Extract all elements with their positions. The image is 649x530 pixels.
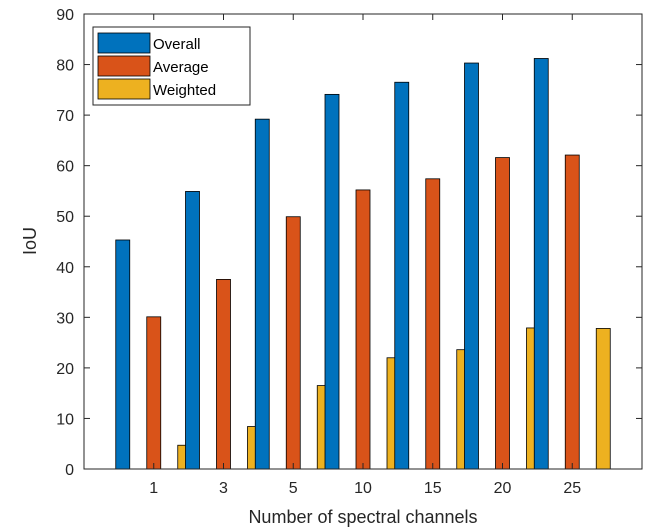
bar-average-25	[564, 154, 580, 470]
bar-overall-1	[115, 239, 131, 470]
y-axis-title: IoU	[20, 227, 40, 255]
y-tick-label: 90	[56, 7, 74, 24]
x-tick-label: 20	[494, 480, 512, 497]
legend-swatch-overall	[97, 32, 151, 54]
legend-label-overall: Overall	[153, 36, 201, 53]
y-tick-label: 30	[56, 310, 74, 327]
legend-swatch-average	[97, 55, 151, 77]
y-tick-label: 40	[56, 260, 74, 277]
bar-average-1	[146, 316, 162, 470]
x-tick-label: 15	[424, 480, 442, 497]
bar-average-10	[355, 189, 371, 470]
bar-average-20	[495, 157, 510, 470]
bar-average-3	[216, 279, 231, 470]
y-tick-label: 70	[56, 108, 74, 125]
x-tick-label: 10	[354, 480, 372, 497]
bar-average-15	[425, 178, 441, 470]
bar-average-5	[285, 216, 301, 470]
y-tick-label: 60	[56, 159, 74, 176]
bar-overall-3	[185, 191, 200, 470]
bar-overall-25	[533, 58, 549, 470]
y-tick-label: 20	[56, 361, 74, 378]
x-axis-title: Number of spectral channels	[248, 507, 477, 527]
bar-overall-15	[394, 81, 410, 470]
x-tick-label: 25	[563, 480, 581, 497]
y-tick-label: 50	[56, 209, 74, 226]
axes-group: 0 10 20 30 40 50 60 70 80 90 1 3 5 10 15 20 25	[56, 7, 643, 497]
legend-label-average: Average	[153, 59, 209, 76]
x-tick-label: 5	[289, 480, 298, 497]
bar-overall-5	[254, 118, 270, 470]
x-tick-label: 1	[149, 480, 158, 497]
legend-swatch-weighted	[97, 78, 151, 100]
bar-weighted-25	[595, 328, 611, 470]
bars-group	[115, 58, 611, 470]
bar-overall-10	[324, 93, 340, 470]
legend-label-weighted: Weighted	[153, 82, 216, 99]
y-tick-label: 80	[56, 58, 74, 75]
bar-overall-20	[464, 62, 479, 470]
legend: Overall Average Weighted	[92, 26, 251, 106]
x-tick-label: 3	[219, 480, 228, 497]
y-tick-label: 0	[65, 462, 74, 479]
y-tick-label: 10	[56, 411, 74, 428]
